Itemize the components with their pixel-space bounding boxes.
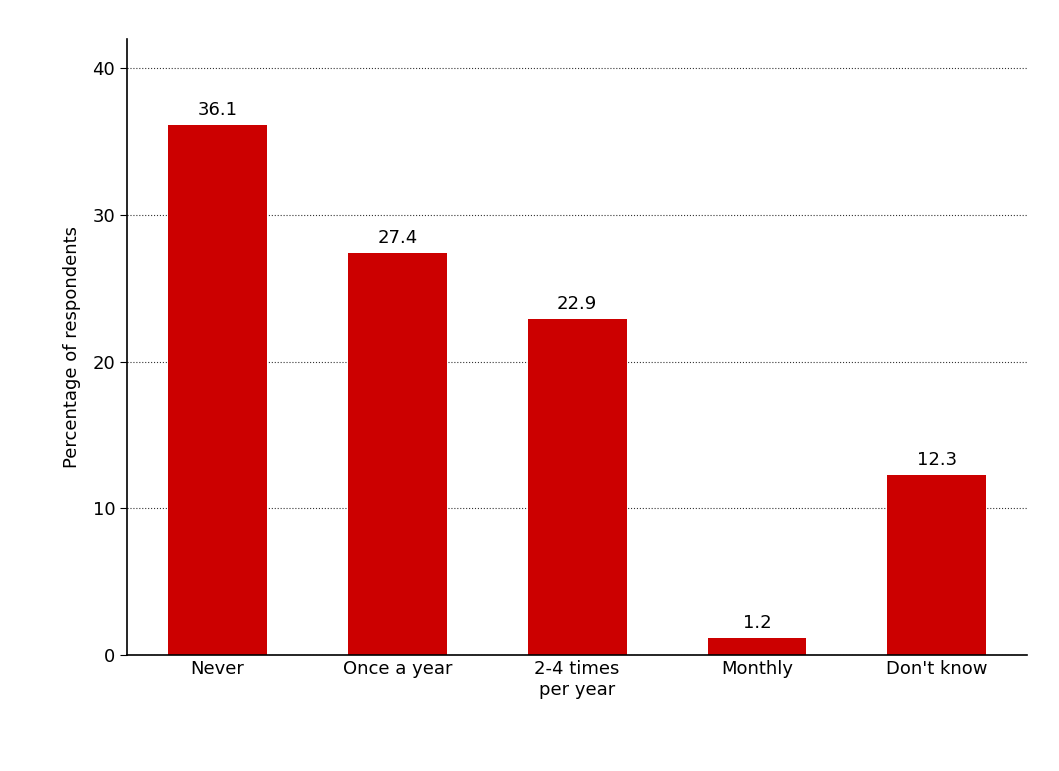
Bar bbox=[527, 319, 627, 655]
Text: 22.9: 22.9 bbox=[557, 295, 597, 313]
Bar bbox=[347, 253, 447, 655]
Y-axis label: Percentage of respondents: Percentage of respondents bbox=[64, 226, 82, 468]
Bar bbox=[707, 638, 807, 655]
Text: 27.4: 27.4 bbox=[377, 229, 417, 247]
Bar bbox=[168, 125, 267, 655]
Bar bbox=[887, 475, 986, 655]
Text: 1.2: 1.2 bbox=[742, 614, 771, 632]
Text: 12.3: 12.3 bbox=[917, 451, 957, 469]
Text: 36.1: 36.1 bbox=[197, 101, 237, 120]
